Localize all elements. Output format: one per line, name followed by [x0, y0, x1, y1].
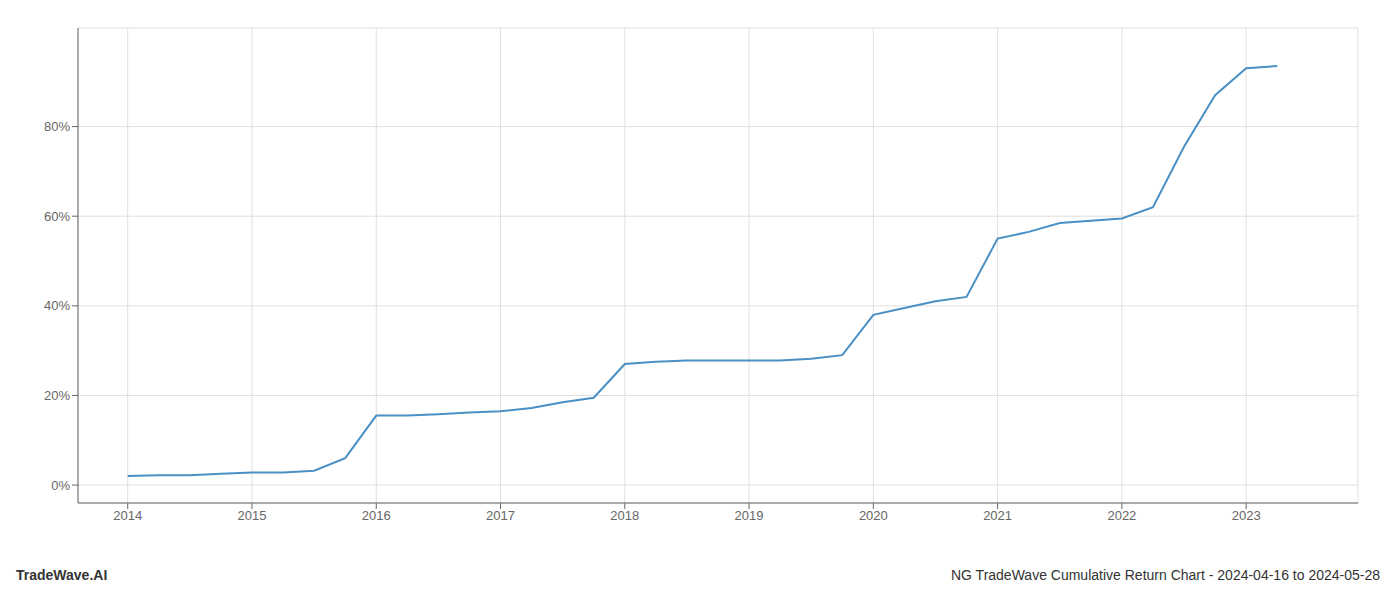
svg-text:2018: 2018: [610, 508, 639, 523]
svg-text:2014: 2014: [113, 508, 142, 523]
svg-text:80%: 80%: [44, 119, 70, 134]
svg-text:2022: 2022: [1107, 508, 1136, 523]
svg-text:0%: 0%: [51, 478, 70, 493]
svg-text:2017: 2017: [486, 508, 515, 523]
svg-text:20%: 20%: [44, 388, 70, 403]
svg-text:2021: 2021: [983, 508, 1012, 523]
svg-text:2015: 2015: [238, 508, 267, 523]
svg-text:2020: 2020: [859, 508, 888, 523]
svg-text:60%: 60%: [44, 209, 70, 224]
svg-text:2023: 2023: [1232, 508, 1261, 523]
svg-text:2016: 2016: [362, 508, 391, 523]
svg-text:40%: 40%: [44, 298, 70, 313]
html-text:TradeWave.AI: TradeWave.AI: [16, 567, 108, 583]
svg-text:2019: 2019: [735, 508, 764, 523]
html-text:NG TradeWave Cumulative Return: NG TradeWave Cumulative Return Chart - 2…: [951, 567, 1380, 583]
